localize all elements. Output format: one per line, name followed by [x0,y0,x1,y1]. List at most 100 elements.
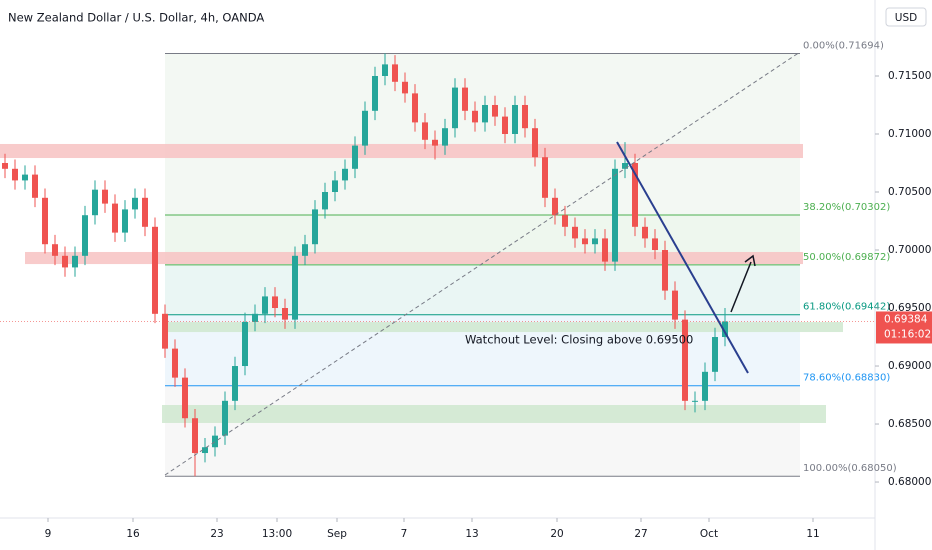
candle-body [92,189,98,216]
annotation: Watchout Level: Closing above 0.69500 [465,333,693,347]
candle-body [32,174,38,198]
zone [0,143,803,159]
candle-body [482,104,488,123]
candle-body [252,313,258,322]
fib-band [165,53,800,215]
x-tick-label: 11 [806,528,819,540]
x-tick-label: 13:00 [262,528,292,540]
candle-body [622,162,628,169]
fib-trend-line [164,51,801,476]
candle-body [82,215,88,256]
candle-body [72,255,78,268]
x-tick-label: 9 [45,528,52,540]
candle-body [722,321,728,338]
candle-body [62,255,68,268]
candle-body [322,192,328,210]
fib-label: 50.00%(0.69872) [803,252,890,263]
candle-body [52,244,58,256]
fib-label: 78.60%(0.68830) [803,373,890,384]
candle-body [332,180,338,193]
candle-body [412,93,418,123]
candle-body [662,250,668,291]
y-tick-label: 0.71500 [888,70,931,82]
candle-body [342,168,348,181]
zone [162,405,826,423]
candle-body [602,238,608,262]
y-tick-label: 0.68500 [888,418,931,430]
candle-body [702,371,708,401]
candle-body [282,308,288,320]
candle-body [372,75,378,111]
price-axis [875,0,932,550]
drawings-front [164,51,801,476]
zone [165,322,843,333]
candle-body [682,319,688,401]
candle-body [352,145,358,169]
candle-body [152,226,158,314]
candle-body [512,104,518,134]
fib-label: 61.80%(0.69442) [803,302,890,313]
candle-body [302,244,308,256]
y-tick-label: 0.70500 [888,186,931,198]
y-tick-label: 0.69000 [888,360,931,372]
candle-body [272,296,278,309]
candle-body [592,238,598,245]
x-tick-label: 20 [550,528,563,540]
candle-body [462,87,468,111]
candle-body [402,81,408,94]
y-tick-label: 0.69500 [888,302,931,314]
candle-body [192,418,198,454]
x-tick-label: Oct [700,528,718,540]
candle-body [712,337,718,372]
fib-label: 0.00%(0.71694) [803,40,884,51]
candle-body [532,128,538,158]
candle-body [182,377,188,419]
candle-body [582,238,588,245]
x-tick-label: 7 [401,528,408,540]
candle-body [232,366,238,401]
x-tick-label: 13 [465,528,478,540]
candle-body [392,64,398,82]
last-price-box [876,311,932,344]
candle-body [242,321,248,367]
candle-body [522,104,528,129]
trend-line [616,141,749,374]
candle-body [222,400,228,436]
candle-body [172,348,178,378]
arrow-head [744,254,756,267]
candle-body [452,87,458,129]
candle-body [502,116,508,134]
candle-body [22,174,28,181]
candle-body [122,209,128,233]
countdown: 01:16:02 [884,328,931,340]
candle-body [12,168,18,181]
currency-box[interactable] [885,7,927,27]
candle-body [612,168,618,262]
candle-body [542,157,548,198]
candle-body [632,162,638,227]
candle-body [112,203,118,233]
arrow-line [730,261,752,313]
candle-body [642,226,648,239]
candle-body [312,209,318,245]
x-tick-label: 27 [634,528,647,540]
candles [2,53,728,477]
candle-body [672,290,678,320]
fib-label: 38.20%(0.70302) [803,202,890,213]
candle-body [142,197,148,227]
y-tick-label: 0.70000 [888,244,931,256]
fib-band [165,264,800,315]
currency[interactable]: USD [895,12,917,24]
candle-body [212,435,218,448]
candle-body [262,296,268,314]
candle-body [692,400,698,402]
candle-body [572,226,578,239]
candle-body [202,447,208,454]
chart-title: New Zealand Dollar / U.S. Dollar, 4h, OA… [8,11,264,25]
candle-body [382,64,388,76]
candle-body [2,162,8,169]
candle-body [472,110,478,123]
candle-body [552,197,558,216]
candle-body [362,110,368,146]
